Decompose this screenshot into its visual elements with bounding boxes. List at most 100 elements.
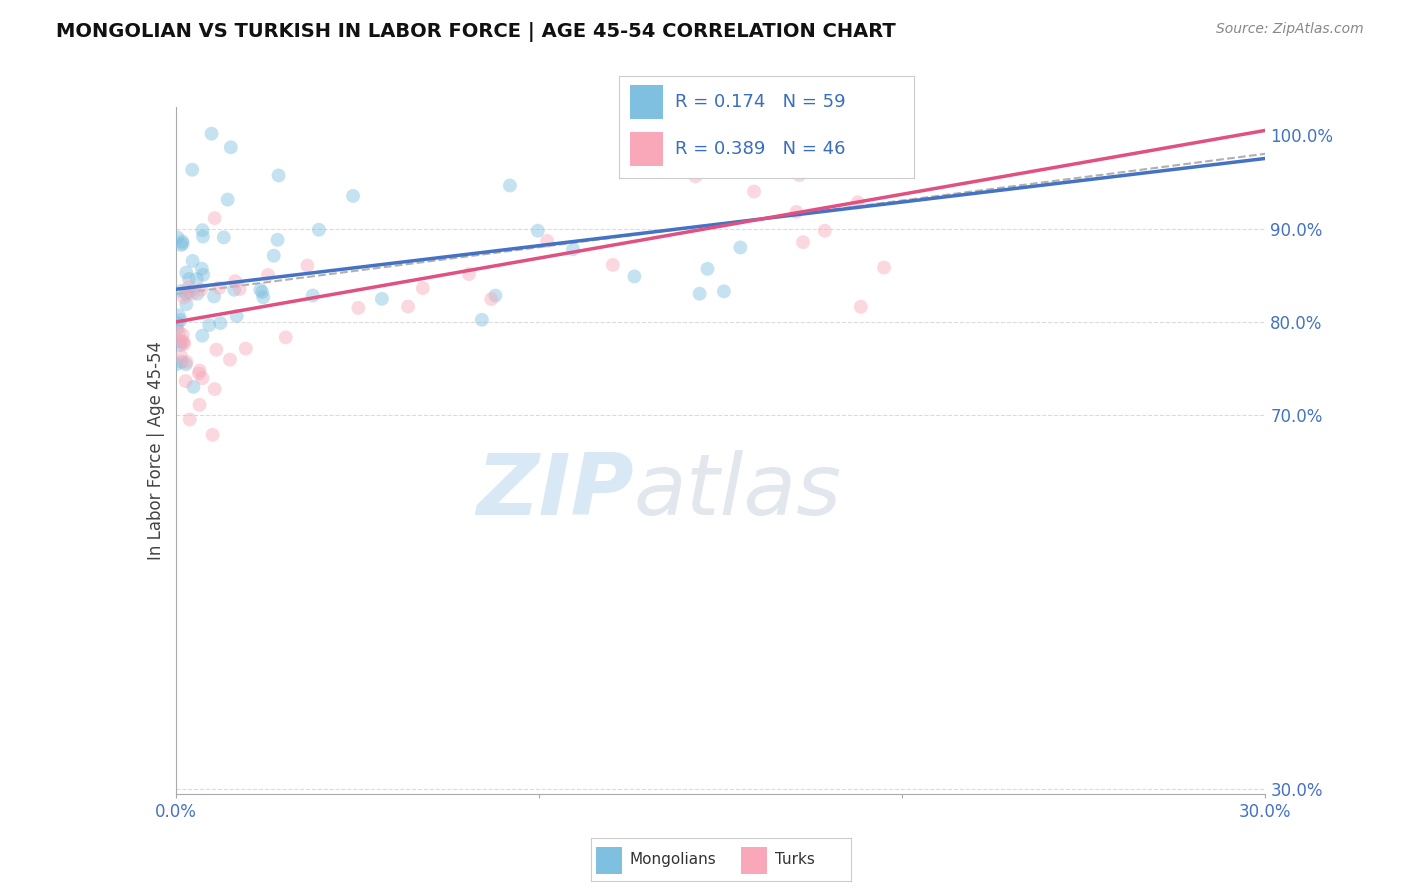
- Point: [172, 334, 194, 349]
- Point: [174, 266, 197, 280]
- Point: [787, 168, 810, 182]
- Text: Mongolians: Mongolians: [630, 853, 716, 867]
- Point: [685, 169, 707, 184]
- Point: [873, 260, 896, 275]
- Point: [186, 272, 208, 286]
- Point: [396, 300, 419, 314]
- Text: R = 0.389   N = 46: R = 0.389 N = 46: [675, 140, 845, 158]
- Point: [212, 230, 235, 244]
- Point: [252, 290, 274, 304]
- Bar: [630, 85, 664, 119]
- Point: [188, 398, 211, 412]
- Point: [186, 286, 208, 301]
- Point: [188, 363, 211, 377]
- Bar: [596, 847, 621, 873]
- Point: [689, 286, 711, 301]
- Point: [301, 288, 323, 302]
- Point: [173, 337, 195, 351]
- Text: ZIP: ZIP: [475, 450, 633, 533]
- Point: [713, 285, 735, 299]
- Point: [201, 427, 224, 442]
- Point: [169, 334, 191, 349]
- Point: [785, 205, 807, 219]
- Point: [257, 268, 280, 282]
- Point: [177, 280, 200, 294]
- Point: [208, 281, 231, 295]
- Point: [204, 211, 226, 226]
- Point: [527, 224, 550, 238]
- Point: [536, 234, 558, 248]
- Point: [228, 282, 250, 296]
- Point: [170, 238, 193, 252]
- Point: [167, 326, 190, 340]
- Point: [166, 316, 188, 330]
- Point: [224, 274, 246, 288]
- Point: [703, 119, 725, 133]
- Text: atlas: atlas: [633, 450, 841, 533]
- Point: [696, 261, 718, 276]
- Point: [224, 283, 246, 297]
- Point: [412, 281, 434, 295]
- Point: [623, 269, 645, 284]
- Point: [250, 285, 273, 299]
- Point: [170, 355, 193, 369]
- Point: [193, 268, 215, 282]
- Point: [170, 335, 193, 350]
- Point: [235, 342, 257, 356]
- Point: [479, 292, 502, 306]
- Bar: [741, 847, 768, 873]
- Point: [174, 374, 197, 388]
- Point: [174, 286, 197, 301]
- Point: [191, 371, 214, 385]
- Point: [249, 283, 271, 297]
- Point: [170, 350, 193, 364]
- Text: Turks: Turks: [775, 853, 815, 867]
- Point: [191, 229, 214, 244]
- Point: [174, 357, 197, 371]
- Point: [172, 235, 194, 249]
- Point: [274, 330, 297, 344]
- Point: [347, 301, 370, 315]
- Point: [198, 318, 221, 332]
- Point: [562, 242, 585, 256]
- Point: [170, 284, 193, 298]
- Point: [179, 285, 201, 299]
- Point: [267, 169, 290, 183]
- Point: [173, 290, 195, 304]
- Point: [191, 328, 214, 343]
- Text: MONGOLIAN VS TURKISH IN LABOR FORCE | AGE 45-54 CORRELATION CHART: MONGOLIAN VS TURKISH IN LABOR FORCE | AG…: [56, 22, 896, 42]
- Point: [205, 343, 228, 357]
- Point: [167, 308, 190, 322]
- Point: [742, 185, 765, 199]
- Bar: [630, 132, 664, 166]
- Point: [181, 162, 204, 177]
- Point: [190, 283, 212, 297]
- Point: [170, 313, 193, 327]
- Point: [170, 338, 193, 352]
- Point: [266, 233, 288, 247]
- Point: [846, 195, 869, 210]
- Point: [191, 223, 214, 237]
- Point: [225, 309, 247, 323]
- Text: R = 0.174   N = 59: R = 0.174 N = 59: [675, 93, 845, 111]
- Point: [166, 230, 188, 244]
- Point: [263, 249, 285, 263]
- Point: [200, 127, 222, 141]
- Point: [179, 412, 201, 426]
- Point: [172, 327, 194, 342]
- Point: [183, 380, 205, 394]
- Point: [219, 140, 242, 154]
- Point: [209, 316, 232, 330]
- Y-axis label: In Labor Force | Age 45-54: In Labor Force | Age 45-54: [146, 341, 165, 560]
- Point: [219, 352, 242, 367]
- Point: [602, 258, 624, 272]
- Point: [165, 357, 187, 371]
- Point: [730, 240, 752, 254]
- Point: [297, 259, 319, 273]
- Point: [176, 297, 198, 311]
- Point: [662, 138, 685, 153]
- Point: [471, 313, 494, 327]
- Point: [371, 292, 394, 306]
- Point: [181, 253, 204, 268]
- Point: [217, 193, 239, 207]
